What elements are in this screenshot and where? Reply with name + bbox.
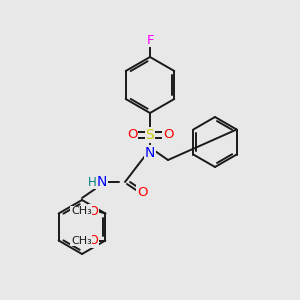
Text: S: S xyxy=(146,128,154,142)
Text: CH₃: CH₃ xyxy=(71,236,92,245)
Text: O: O xyxy=(163,128,173,142)
Text: CH₃: CH₃ xyxy=(71,206,92,217)
Text: H: H xyxy=(88,176,96,188)
Text: N: N xyxy=(97,175,107,189)
Text: O: O xyxy=(127,128,137,142)
Text: O: O xyxy=(137,185,147,199)
Text: O: O xyxy=(88,234,98,247)
Text: N: N xyxy=(145,146,155,160)
Text: F: F xyxy=(146,34,154,46)
Text: O: O xyxy=(88,205,98,218)
